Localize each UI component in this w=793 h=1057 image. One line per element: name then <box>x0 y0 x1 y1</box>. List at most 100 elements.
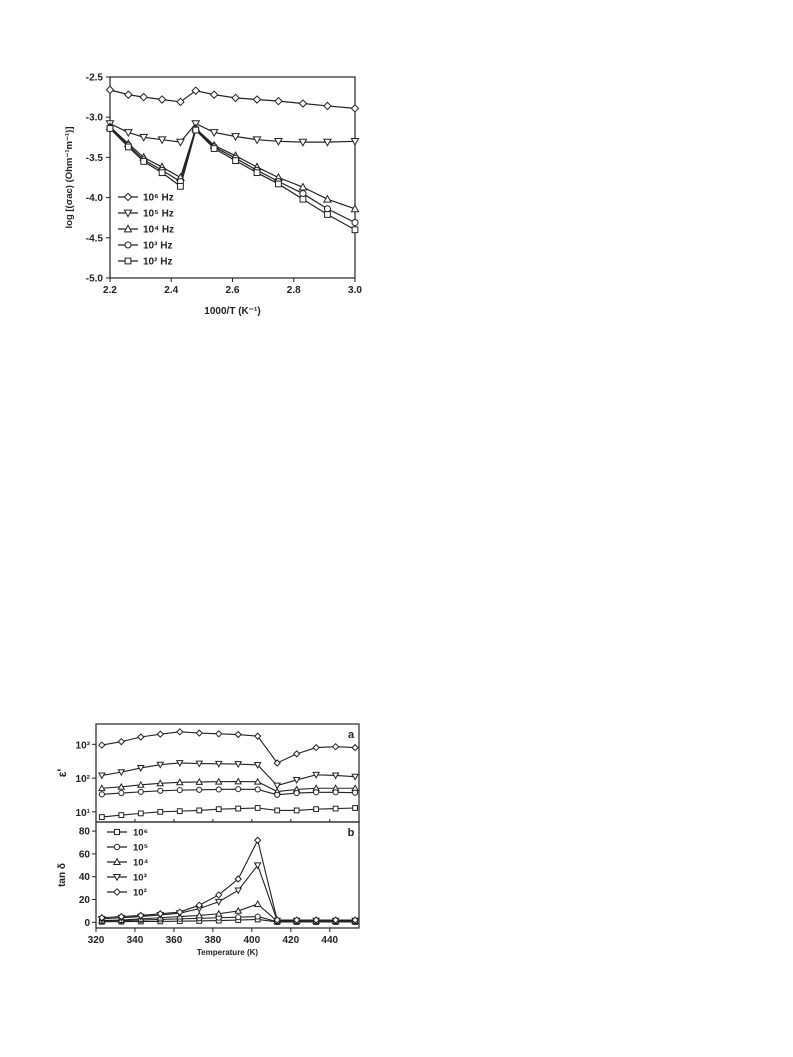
data-point <box>299 195 307 203</box>
data-point <box>274 96 283 106</box>
data-point <box>351 743 359 752</box>
legend-marker <box>124 257 132 265</box>
data-point <box>195 911 204 919</box>
data-point <box>234 777 243 785</box>
legend-label: 10⁴ <box>133 858 149 869</box>
data-point <box>351 773 359 781</box>
data-point <box>234 730 242 739</box>
y-tick-label: -3.5 <box>86 153 104 164</box>
x-tick-label: 2.8 <box>287 285 301 296</box>
y-tick-label: -5.0 <box>86 274 104 285</box>
data-point <box>352 789 359 796</box>
data-point <box>252 136 262 145</box>
data-point <box>273 759 281 767</box>
data-point <box>214 909 223 917</box>
data-point <box>123 129 133 138</box>
y-tick-label: 80 <box>79 827 91 838</box>
data-point <box>253 900 262 907</box>
x-tick-label: 360 <box>166 935 183 946</box>
legend-label: 10⁵ <box>133 843 148 854</box>
data-point <box>214 777 223 785</box>
x-tick-label: 2.4 <box>164 285 178 296</box>
data-point <box>118 812 125 819</box>
data-point <box>352 805 359 811</box>
data-point <box>118 790 125 797</box>
data-point <box>156 761 165 769</box>
data-point <box>117 737 126 746</box>
data-point <box>117 782 126 790</box>
legend: 10⁶ 10⁵ 10⁴ 10³ 10² <box>107 828 149 899</box>
data-point <box>324 211 331 218</box>
data-point <box>196 807 203 814</box>
series-line <box>101 916 356 923</box>
data-point <box>313 806 320 813</box>
data-point <box>253 169 261 177</box>
y-tick-label: 10² <box>76 774 91 785</box>
data-point <box>293 790 300 797</box>
data-point <box>140 158 148 165</box>
x-tick-label: 400 <box>244 935 261 946</box>
x-tick-label: 420 <box>282 935 299 946</box>
data-point <box>234 875 242 883</box>
data-point <box>98 741 106 749</box>
data-point <box>156 730 164 738</box>
data-point <box>156 779 165 787</box>
data-point <box>137 788 144 795</box>
data-point <box>195 729 203 737</box>
data-point <box>215 730 223 738</box>
data-point <box>234 761 243 769</box>
data-point <box>139 92 148 102</box>
data-point <box>192 126 200 134</box>
x-tick-label: 2.6 <box>226 285 240 296</box>
x-tick-label: 440 <box>321 935 338 946</box>
data-point <box>275 180 282 188</box>
data-point <box>252 95 262 104</box>
series-line <box>101 788 356 796</box>
panel-label: b <box>348 827 355 839</box>
data-point <box>117 769 126 777</box>
data-point <box>351 916 359 924</box>
data-point <box>117 912 126 921</box>
data-point <box>331 916 340 924</box>
legend-marker <box>113 828 121 836</box>
data-point <box>253 732 262 740</box>
data-point <box>351 226 359 234</box>
data-point <box>196 786 203 793</box>
data-point <box>232 157 239 164</box>
legend-marker <box>112 857 122 866</box>
data-point <box>253 777 262 785</box>
data-point <box>175 760 184 768</box>
series-line <box>101 864 356 922</box>
data-point <box>209 129 219 138</box>
data-point <box>106 125 114 132</box>
data-point <box>98 914 106 922</box>
data-point <box>235 914 242 921</box>
data-point <box>105 85 115 95</box>
data-point <box>157 136 167 145</box>
legend-label: 10⁵ Hz <box>143 209 174 220</box>
data-point <box>231 133 241 142</box>
data-point <box>273 916 281 924</box>
data-point <box>97 772 106 780</box>
data-point <box>176 787 183 794</box>
data-point <box>177 182 184 190</box>
data-point <box>136 780 145 788</box>
x-tick-label: 320 <box>88 935 105 946</box>
data-point <box>323 101 332 111</box>
legend-label: 10⁴ Hz <box>143 225 174 236</box>
data-point <box>195 760 204 768</box>
data-point <box>176 728 184 736</box>
legend-label: 10² Hz <box>143 257 172 268</box>
data-point <box>274 791 281 798</box>
data-point <box>98 791 105 798</box>
legend-marker <box>124 241 132 249</box>
data-point <box>191 86 201 95</box>
series-line <box>101 780 356 793</box>
data-point <box>351 218 359 227</box>
y-tick-label: 40 <box>79 872 91 883</box>
data-point <box>137 911 145 920</box>
series-line <box>109 122 356 143</box>
data-point <box>253 762 262 769</box>
legend-label: 10³ <box>133 873 147 884</box>
